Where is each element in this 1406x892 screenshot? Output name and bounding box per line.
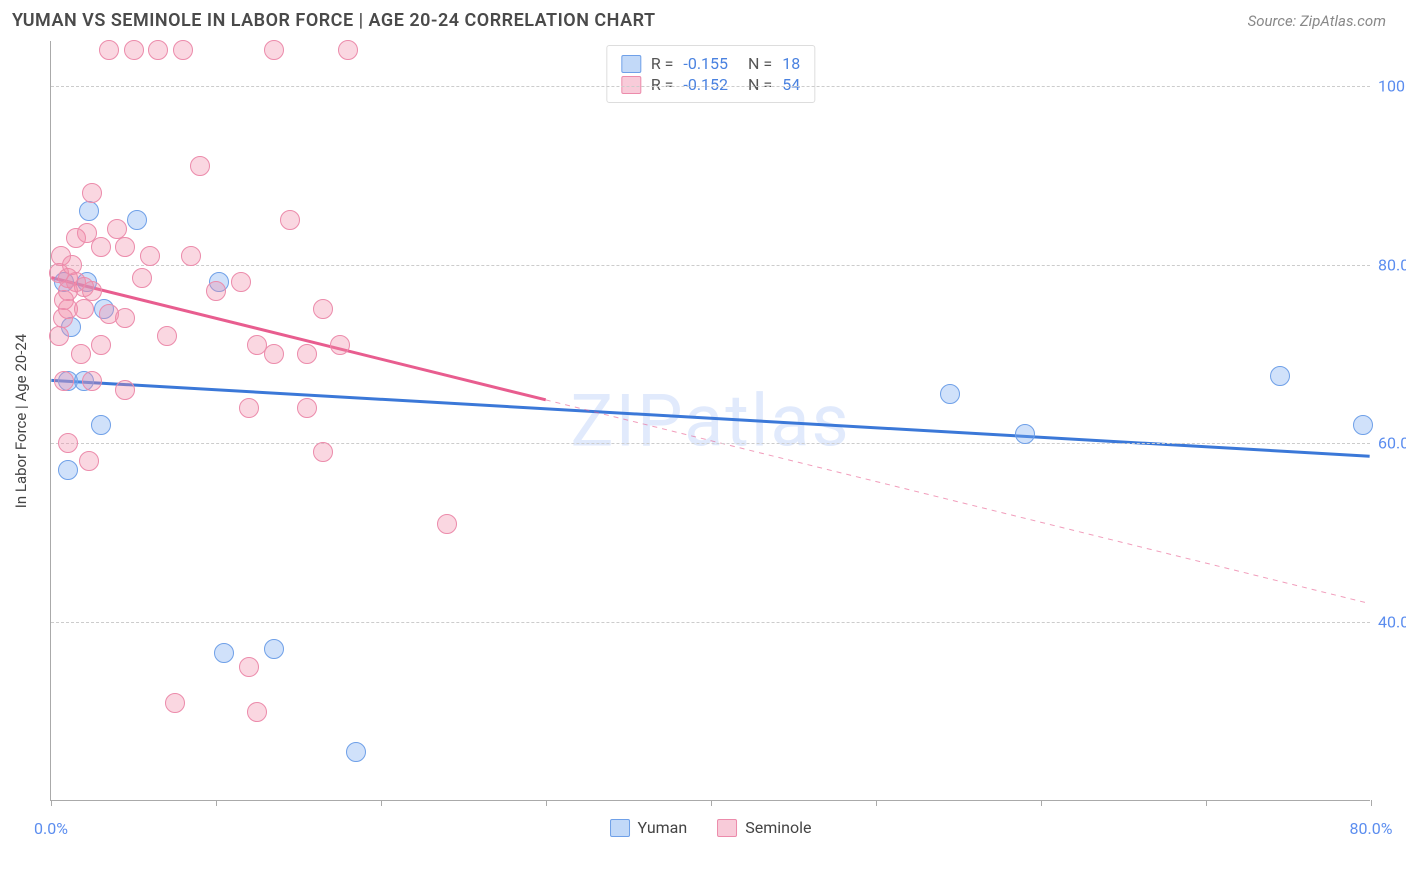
- scatter-point: [91, 335, 111, 355]
- stats-row: R = -0.152 N = 54: [621, 75, 800, 94]
- scatter-point: [214, 643, 234, 663]
- scatter-point: [127, 210, 147, 230]
- scatter-point: [140, 246, 160, 266]
- scatter-point: [231, 272, 251, 292]
- scatter-point: [115, 237, 135, 257]
- stats-r-label: R =: [651, 75, 674, 94]
- x-tick: [381, 800, 382, 806]
- legend-swatch: [621, 55, 641, 73]
- stats-r-value: -0.152: [683, 75, 728, 94]
- scatter-point: [330, 335, 350, 355]
- legend-swatch: [717, 819, 737, 837]
- stats-n-value: 18: [782, 54, 800, 73]
- stats-r-label: R =: [651, 54, 674, 73]
- scatter-point: [313, 299, 333, 319]
- scatter-point: [437, 514, 457, 534]
- scatter-point: [58, 460, 78, 480]
- scatter-point: [82, 371, 102, 391]
- x-tick: [1041, 800, 1042, 806]
- scatter-point: [239, 657, 259, 677]
- scatter-point: [181, 246, 201, 266]
- x-tick: [51, 800, 52, 806]
- legend-swatch: [610, 819, 630, 837]
- x-tick: [1371, 800, 1372, 806]
- scatter-point: [264, 344, 284, 364]
- gridline: [51, 443, 1370, 444]
- scatter-point: [49, 326, 69, 346]
- scatter-point: [190, 156, 210, 176]
- stats-n-label: N =: [748, 75, 772, 94]
- scatter-point: [940, 384, 960, 404]
- scatter-point: [82, 183, 102, 203]
- gridline: [51, 86, 1370, 87]
- chart-plot-area: In Labor Force | Age 20-24 ZIPatlas R = …: [50, 41, 1370, 801]
- scatter-point: [1270, 366, 1290, 386]
- scatter-point: [77, 223, 97, 243]
- legend-item: Seminole: [717, 818, 811, 837]
- scatter-point: [247, 702, 267, 722]
- scatter-point: [239, 398, 259, 418]
- y-axis-label: In Labor Force | Age 20-24: [12, 333, 30, 507]
- x-tick: [1206, 800, 1207, 806]
- scatter-point: [79, 451, 99, 471]
- scatter-point: [148, 40, 168, 60]
- scatter-point: [264, 40, 284, 60]
- y-tick-label: 100.0%: [1378, 76, 1406, 95]
- scatter-point: [157, 326, 177, 346]
- scatter-point: [115, 380, 135, 400]
- legend-swatch: [621, 76, 641, 94]
- x-tick: [711, 800, 712, 806]
- scatter-point: [313, 442, 333, 462]
- stats-r-value: -0.155: [683, 54, 728, 73]
- scatter-point: [338, 40, 358, 60]
- legend-label: Yuman: [638, 818, 688, 837]
- scatter-point: [165, 693, 185, 713]
- y-tick-label: 60.0%: [1378, 434, 1406, 453]
- stats-row: R = -0.155 N = 18: [621, 54, 800, 73]
- scatter-point: [91, 415, 111, 435]
- scatter-point: [124, 40, 144, 60]
- scatter-point: [115, 308, 135, 328]
- stats-legend-box: R = -0.155 N = 18 R = -0.152 N = 54: [606, 45, 815, 103]
- chart-source: Source: ZipAtlas.com: [1248, 12, 1386, 30]
- x-tick: [216, 800, 217, 806]
- series-legend: Yuman Seminole: [610, 818, 812, 837]
- scatter-point: [74, 299, 94, 319]
- scatter-point: [280, 210, 300, 230]
- scatter-point: [1353, 415, 1373, 435]
- stats-n-label: N =: [748, 54, 772, 73]
- scatter-point: [99, 40, 119, 60]
- scatter-point: [297, 344, 317, 364]
- legend-label: Seminole: [745, 818, 811, 837]
- watermark: ZIPatlas: [570, 378, 850, 463]
- stats-n-value: 54: [782, 75, 800, 94]
- y-tick-label: 40.0%: [1378, 613, 1406, 632]
- y-tick-label: 80.0%: [1378, 255, 1406, 274]
- x-tick: [876, 800, 877, 806]
- scatter-point: [346, 742, 366, 762]
- x-tick-label: 0.0%: [34, 819, 68, 838]
- scatter-point: [264, 639, 284, 659]
- scatter-point: [173, 40, 193, 60]
- scatter-point: [79, 201, 99, 221]
- scatter-point: [53, 308, 73, 328]
- trend-lines: [51, 41, 1370, 800]
- trend-line-dashed: [546, 400, 1370, 604]
- scatter-point: [71, 344, 91, 364]
- legend-item: Yuman: [610, 818, 688, 837]
- gridline: [51, 622, 1370, 623]
- scatter-point: [132, 268, 152, 288]
- gridline: [51, 265, 1370, 266]
- chart-header: YUMAN VS SEMINOLE IN LABOR FORCE | AGE 2…: [0, 0, 1406, 41]
- trend-line-solid: [51, 380, 1369, 456]
- scatter-point: [297, 398, 317, 418]
- scatter-point: [206, 281, 226, 301]
- scatter-point: [58, 433, 78, 453]
- chart-title: YUMAN VS SEMINOLE IN LABOR FORCE | AGE 2…: [12, 10, 656, 31]
- x-tick-label: 80.0%: [1350, 819, 1393, 838]
- scatter-point: [1015, 424, 1035, 444]
- x-tick: [546, 800, 547, 806]
- scatter-point: [54, 371, 74, 391]
- scatter-point: [62, 255, 82, 275]
